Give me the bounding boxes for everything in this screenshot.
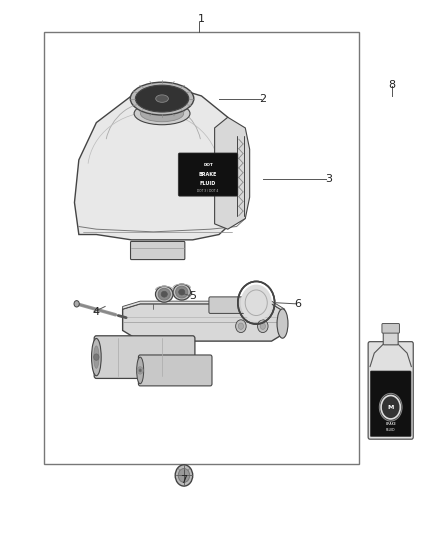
Ellipse shape — [134, 102, 190, 125]
Ellipse shape — [92, 338, 101, 376]
Text: FLUID: FLUID — [386, 427, 396, 432]
Circle shape — [258, 320, 268, 333]
Circle shape — [175, 465, 193, 486]
Circle shape — [236, 320, 246, 333]
Polygon shape — [370, 344, 411, 367]
Polygon shape — [215, 117, 250, 229]
Text: DOT 3 / DOT 4: DOT 3 / DOT 4 — [198, 189, 219, 193]
Text: 2: 2 — [259, 94, 266, 103]
Polygon shape — [123, 301, 285, 312]
FancyBboxPatch shape — [370, 371, 411, 437]
Text: 8: 8 — [389, 80, 396, 90]
Ellipse shape — [161, 291, 167, 297]
Ellipse shape — [141, 106, 184, 122]
Circle shape — [94, 354, 99, 360]
Ellipse shape — [176, 286, 188, 298]
Ellipse shape — [155, 286, 173, 302]
Text: 6: 6 — [294, 299, 301, 309]
Text: 4: 4 — [93, 307, 100, 317]
Ellipse shape — [277, 309, 288, 338]
Text: DOT: DOT — [203, 163, 213, 167]
Text: 7: 7 — [180, 475, 187, 484]
Polygon shape — [123, 304, 285, 341]
FancyBboxPatch shape — [382, 324, 399, 333]
Text: 3: 3 — [325, 174, 332, 183]
Ellipse shape — [173, 284, 191, 300]
FancyBboxPatch shape — [94, 336, 195, 378]
Text: BRAKE: BRAKE — [385, 422, 396, 426]
Circle shape — [260, 323, 265, 329]
Circle shape — [238, 323, 244, 329]
FancyBboxPatch shape — [383, 331, 398, 345]
FancyBboxPatch shape — [131, 241, 185, 260]
Circle shape — [379, 393, 402, 421]
Text: FLUID: FLUID — [200, 181, 216, 187]
FancyBboxPatch shape — [368, 342, 413, 439]
Text: BRAKE: BRAKE — [199, 172, 217, 177]
Bar — [44, 32, 359, 464]
FancyBboxPatch shape — [138, 355, 212, 386]
Text: 1: 1 — [198, 14, 205, 23]
Text: M: M — [388, 405, 394, 410]
Ellipse shape — [131, 82, 194, 115]
Ellipse shape — [135, 85, 189, 112]
Ellipse shape — [156, 95, 168, 102]
Ellipse shape — [240, 285, 272, 321]
Ellipse shape — [137, 357, 144, 384]
Circle shape — [139, 369, 141, 372]
Circle shape — [74, 301, 79, 307]
FancyBboxPatch shape — [209, 297, 255, 313]
Ellipse shape — [179, 289, 185, 295]
Circle shape — [178, 469, 190, 482]
Ellipse shape — [158, 288, 170, 300]
Ellipse shape — [94, 346, 99, 368]
FancyBboxPatch shape — [178, 153, 238, 196]
Polygon shape — [74, 85, 245, 240]
Text: 5: 5 — [189, 291, 196, 301]
Circle shape — [137, 367, 143, 374]
